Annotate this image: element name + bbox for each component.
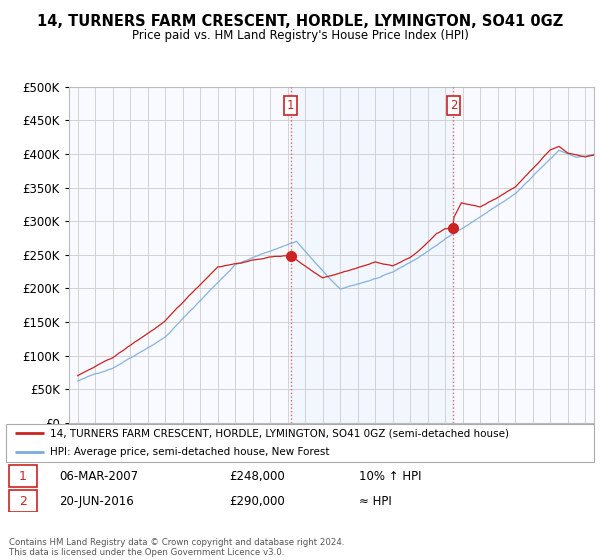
FancyBboxPatch shape: [9, 465, 37, 487]
Text: ≈ HPI: ≈ HPI: [359, 495, 392, 508]
FancyBboxPatch shape: [9, 490, 37, 512]
Text: 14, TURNERS FARM CRESCENT, HORDLE, LYMINGTON, SO41 0GZ (semi-detached house): 14, TURNERS FARM CRESCENT, HORDLE, LYMIN…: [50, 428, 509, 438]
Text: HPI: Average price, semi-detached house, New Forest: HPI: Average price, semi-detached house,…: [50, 447, 329, 458]
Text: 20-JUN-2016: 20-JUN-2016: [59, 495, 134, 508]
Text: 2: 2: [19, 495, 27, 508]
Text: £248,000: £248,000: [229, 470, 285, 483]
Text: 2: 2: [450, 99, 457, 111]
Text: 1: 1: [19, 470, 27, 483]
Text: 1: 1: [287, 99, 295, 111]
FancyBboxPatch shape: [6, 424, 594, 462]
Bar: [291, 87, 454, 423]
Text: Price paid vs. HM Land Registry's House Price Index (HPI): Price paid vs. HM Land Registry's House …: [131, 29, 469, 42]
Text: 14, TURNERS FARM CRESCENT, HORDLE, LYMINGTON, SO41 0GZ: 14, TURNERS FARM CRESCENT, HORDLE, LYMIN…: [37, 14, 563, 29]
Text: 06-MAR-2007: 06-MAR-2007: [59, 470, 138, 483]
Text: 10% ↑ HPI: 10% ↑ HPI: [359, 470, 421, 483]
Text: £290,000: £290,000: [229, 495, 285, 508]
Text: Contains HM Land Registry data © Crown copyright and database right 2024.
This d: Contains HM Land Registry data © Crown c…: [9, 538, 344, 557]
